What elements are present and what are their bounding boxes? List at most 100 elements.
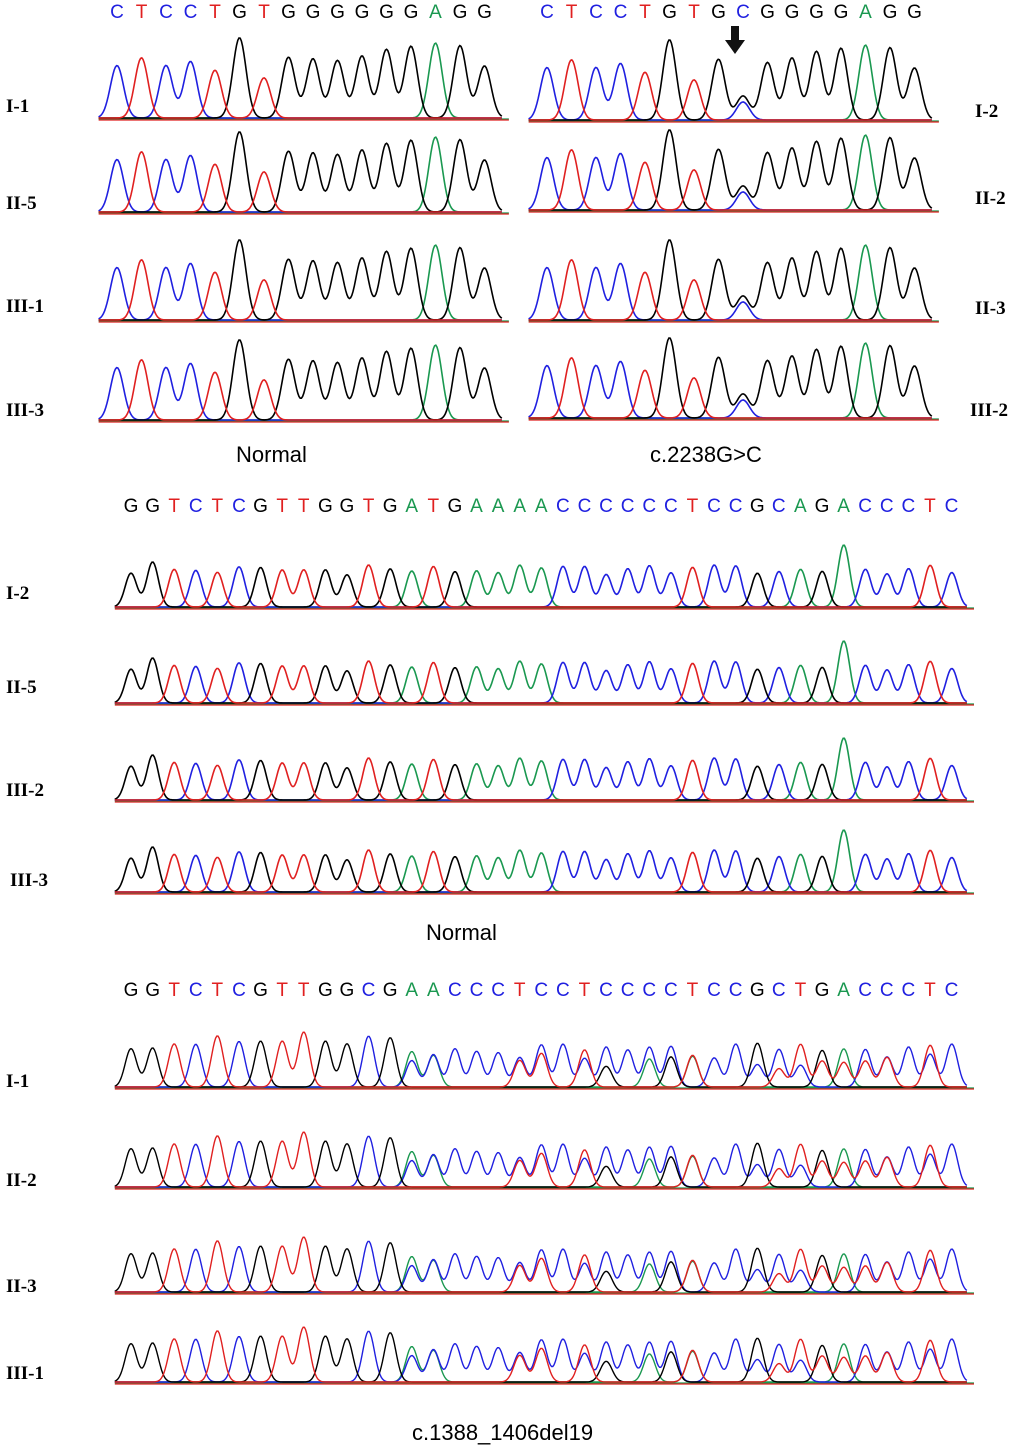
base-letter: T — [639, 2, 651, 23]
base-letter: G — [339, 496, 355, 517]
chromatogram-trace — [114, 737, 974, 803]
base-letter: T — [427, 496, 440, 517]
base-letter: C — [771, 496, 786, 517]
base-letter: T — [276, 980, 288, 1001]
trace-G-channel — [528, 239, 933, 321]
trace-T-channel — [528, 258, 932, 321]
base-letter: G — [447, 496, 463, 517]
panel2-label-3: III-2 — [6, 780, 45, 801]
base-letter: G — [403, 2, 419, 23]
base-letter: G — [123, 980, 139, 1001]
chromatogram-trace — [114, 1131, 974, 1190]
base-letter: C — [110, 2, 124, 23]
base-letter: T — [794, 980, 807, 1001]
base-letter: T — [924, 980, 936, 1001]
trace-T-channel — [114, 757, 967, 801]
base-letter: C — [613, 2, 628, 23]
base-letter: C — [707, 980, 721, 1001]
panel1-normal-label-4: III-3 — [6, 400, 45, 421]
base-letter: C — [555, 496, 570, 517]
base-letter: G — [354, 2, 370, 23]
trace-T-channel — [114, 1326, 967, 1383]
base-letter: C — [944, 980, 959, 1001]
trace-T-channel — [114, 660, 967, 704]
panel1-mutant-label-2: II-2 — [975, 188, 1006, 209]
base-letter: T — [362, 496, 375, 517]
base-letter: C — [771, 980, 786, 1001]
base-letter: T — [276, 496, 288, 517]
panel3-label-1: I-1 — [6, 1071, 30, 1092]
chromatogram-trace — [528, 39, 939, 123]
trace-A-channel — [98, 42, 502, 119]
trace-G-channel — [98, 339, 503, 421]
trace-A-channel — [98, 244, 502, 321]
trace-C-channel — [114, 757, 968, 801]
base-letter: T — [168, 496, 180, 517]
base-letter: C — [232, 496, 246, 517]
base-letter: G — [814, 980, 830, 1001]
base-letter: A — [429, 2, 442, 23]
trace-A-channel — [528, 44, 932, 121]
base-letter: C — [879, 980, 894, 1001]
base-letter: A — [794, 496, 807, 517]
base-letter: T — [565, 2, 578, 23]
base-letter: C — [599, 980, 613, 1001]
base-letter: G — [339, 980, 355, 1001]
trace-G-channel — [98, 37, 503, 119]
base-letter: C — [555, 980, 570, 1001]
trace-A-channel — [98, 136, 502, 213]
panel1-normal-label-3: III-1 — [6, 296, 45, 317]
panel3-caption: c.1388_1406del19 — [412, 1420, 594, 1445]
trace-G-channel — [114, 1332, 967, 1383]
trace-G-channel — [114, 1137, 967, 1188]
chromatogram-trace — [528, 129, 939, 213]
trace-T-channel — [114, 1236, 967, 1293]
chromatogram-trace — [114, 640, 974, 706]
base-letter: T — [209, 2, 221, 23]
base-letter: C — [577, 496, 592, 517]
base-letter: C — [663, 980, 678, 1001]
base-letter: T — [135, 2, 148, 23]
base-letter: G — [145, 496, 160, 517]
panel1-normal-label-2: II-5 — [6, 193, 37, 214]
base-letter: C — [183, 2, 198, 23]
base-letter: C — [620, 980, 635, 1001]
base-letter: C — [589, 2, 603, 23]
base-letter: C — [159, 2, 173, 23]
trace-T-channel — [114, 849, 967, 893]
base-letter: A — [513, 496, 527, 517]
chromatogram-trace — [528, 337, 939, 421]
panel3-label-3: II-3 — [6, 1276, 37, 1297]
base-letter: T — [211, 496, 224, 517]
base-letter: G — [749, 980, 765, 1001]
chromatogram-trace — [114, 1031, 974, 1090]
base-letter: C — [599, 496, 613, 517]
panel2-caption: Normal — [426, 920, 497, 945]
base-letter: A — [837, 980, 850, 1001]
chromatogram-trace — [528, 239, 939, 323]
base-letter: G — [379, 2, 394, 23]
base-letter: G — [330, 2, 345, 23]
base-letter: G — [145, 980, 160, 1001]
base-letter: C — [901, 980, 916, 1001]
base-letter: G — [382, 496, 398, 517]
chromatogram-trace — [98, 37, 509, 121]
base-letter: T — [297, 496, 310, 517]
base-letter: G — [760, 2, 775, 23]
base-letter: G — [833, 2, 849, 23]
base-letter: A — [405, 980, 419, 1001]
trace-T-channel — [114, 1131, 967, 1188]
base-letter: C — [448, 980, 462, 1001]
base-letter: C — [728, 496, 743, 517]
base-letter: A — [859, 2, 872, 23]
base-letter: T — [924, 496, 936, 517]
base-letter: C — [188, 496, 203, 517]
base-letter: A — [426, 980, 440, 1001]
base-letter: C — [361, 980, 376, 1001]
base-letter: C — [232, 980, 246, 1001]
base-letter: G — [281, 2, 296, 23]
